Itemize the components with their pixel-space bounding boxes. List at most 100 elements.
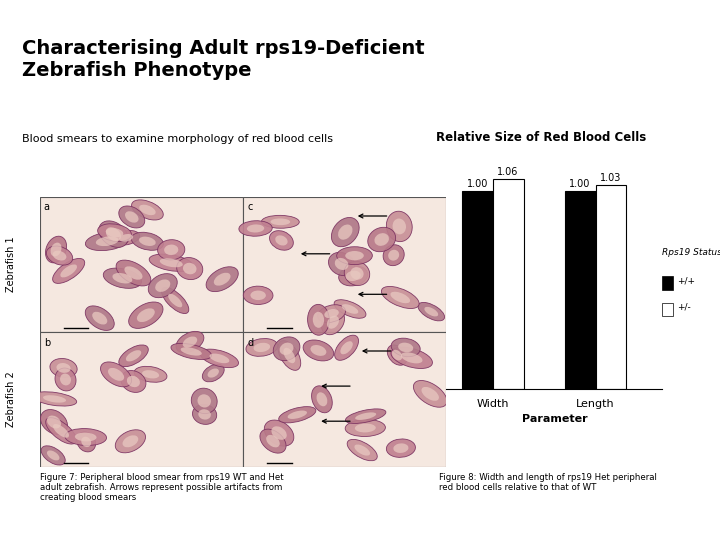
Ellipse shape (139, 205, 156, 215)
Ellipse shape (164, 245, 179, 255)
Ellipse shape (413, 381, 447, 407)
Ellipse shape (271, 219, 290, 225)
Ellipse shape (278, 341, 301, 370)
Ellipse shape (103, 268, 141, 288)
Ellipse shape (176, 332, 204, 353)
Ellipse shape (200, 349, 238, 368)
Ellipse shape (106, 227, 121, 241)
Ellipse shape (119, 234, 133, 242)
Ellipse shape (206, 267, 238, 292)
Ellipse shape (46, 246, 73, 265)
Ellipse shape (374, 233, 389, 246)
Ellipse shape (55, 368, 76, 391)
Text: Rps19 Status: Rps19 Status (662, 248, 720, 258)
Ellipse shape (251, 291, 266, 300)
Ellipse shape (45, 236, 66, 263)
Ellipse shape (279, 342, 294, 355)
Text: Figure 8: Width and length of rps19 Het peripheral
red blood cells relative to t: Figure 8: Width and length of rps19 Het … (439, 472, 657, 492)
Ellipse shape (158, 240, 185, 260)
Ellipse shape (418, 302, 444, 321)
Ellipse shape (41, 446, 66, 465)
Ellipse shape (121, 370, 146, 393)
Ellipse shape (92, 312, 107, 325)
Text: 1.06: 1.06 (498, 167, 519, 177)
Ellipse shape (387, 211, 413, 241)
Ellipse shape (261, 215, 300, 228)
Ellipse shape (96, 237, 119, 246)
Ellipse shape (149, 254, 194, 272)
Ellipse shape (312, 386, 332, 413)
Ellipse shape (335, 335, 359, 360)
Ellipse shape (284, 348, 295, 363)
Ellipse shape (99, 221, 128, 247)
Ellipse shape (287, 410, 307, 419)
Ellipse shape (383, 245, 404, 266)
Ellipse shape (391, 338, 420, 357)
Ellipse shape (183, 263, 197, 274)
Ellipse shape (243, 286, 273, 305)
Ellipse shape (53, 251, 66, 260)
Ellipse shape (382, 286, 419, 308)
Ellipse shape (307, 305, 329, 335)
Bar (40, 197, 243, 332)
Bar (243, 197, 446, 332)
Text: rps19 Het: rps19 Het (289, 207, 339, 217)
Ellipse shape (344, 261, 370, 286)
Ellipse shape (171, 343, 212, 360)
Ellipse shape (77, 432, 96, 452)
Ellipse shape (85, 306, 114, 330)
Ellipse shape (207, 368, 219, 377)
Ellipse shape (148, 274, 177, 298)
Ellipse shape (401, 352, 423, 363)
Ellipse shape (260, 429, 286, 453)
Bar (243, 332, 446, 467)
Ellipse shape (125, 266, 143, 280)
Ellipse shape (139, 237, 156, 246)
Ellipse shape (321, 309, 345, 335)
Ellipse shape (112, 231, 140, 245)
Ellipse shape (98, 224, 132, 241)
Ellipse shape (60, 265, 77, 278)
Ellipse shape (198, 409, 211, 420)
Ellipse shape (324, 309, 339, 318)
Ellipse shape (424, 307, 438, 316)
Text: METHODS AND RESULTS: METHODS AND RESULTS (9, 11, 208, 26)
Text: +/+: +/+ (677, 276, 695, 286)
Ellipse shape (132, 200, 163, 220)
Ellipse shape (197, 394, 211, 408)
Ellipse shape (45, 417, 76, 444)
Ellipse shape (345, 420, 385, 436)
Ellipse shape (392, 219, 406, 234)
Text: Relative Size of Red Blood Cells: Relative Size of Red Blood Cells (436, 131, 646, 145)
Ellipse shape (355, 423, 376, 433)
Ellipse shape (119, 206, 145, 228)
Text: Zebrafish 2: Zebrafish 2 (6, 372, 16, 428)
Ellipse shape (86, 232, 129, 251)
Bar (462, 191, 492, 389)
Ellipse shape (134, 366, 167, 382)
Ellipse shape (279, 407, 316, 423)
Bar (492, 179, 523, 389)
Ellipse shape (50, 242, 61, 256)
Ellipse shape (355, 413, 376, 420)
Ellipse shape (202, 364, 224, 382)
Ellipse shape (266, 435, 280, 447)
Ellipse shape (351, 267, 364, 280)
Ellipse shape (101, 362, 132, 387)
Ellipse shape (347, 440, 377, 461)
Ellipse shape (115, 430, 145, 453)
Ellipse shape (161, 287, 189, 314)
Ellipse shape (338, 266, 368, 286)
Ellipse shape (192, 404, 217, 424)
Ellipse shape (264, 420, 294, 446)
Ellipse shape (338, 225, 353, 240)
Ellipse shape (393, 443, 408, 453)
Ellipse shape (106, 228, 123, 237)
Text: 1.00: 1.00 (570, 179, 591, 189)
Text: 1.00: 1.00 (467, 179, 488, 189)
Text: rps19 WT: rps19 WT (89, 207, 138, 217)
Ellipse shape (75, 433, 96, 441)
Ellipse shape (392, 350, 402, 360)
Ellipse shape (131, 232, 163, 250)
Ellipse shape (129, 302, 163, 328)
